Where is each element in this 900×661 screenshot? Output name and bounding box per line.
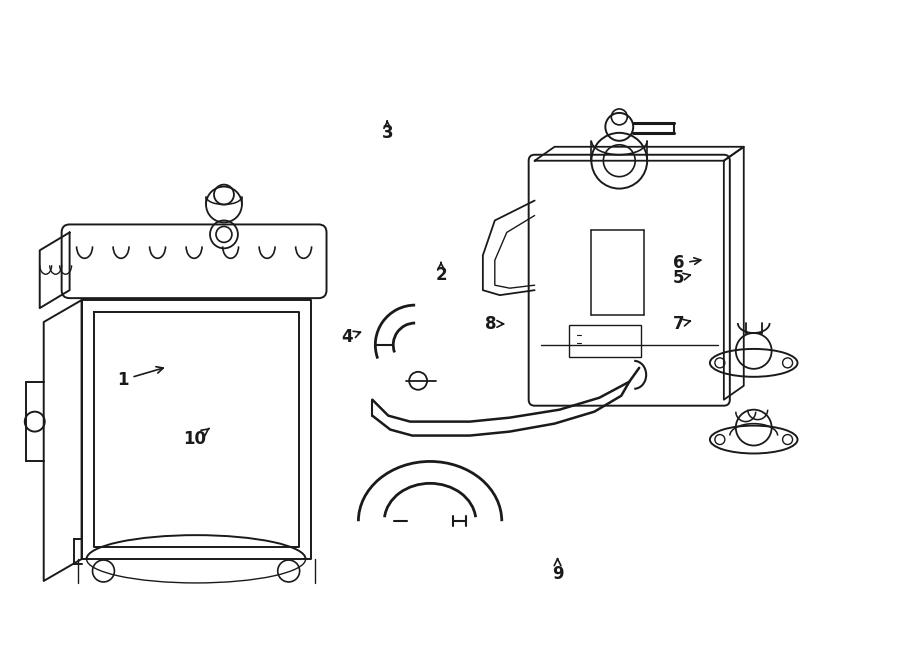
Text: 2: 2 bbox=[436, 262, 447, 284]
Text: 1: 1 bbox=[117, 367, 163, 389]
Text: 4: 4 bbox=[341, 328, 361, 346]
Text: 7: 7 bbox=[672, 315, 690, 333]
Text: 9: 9 bbox=[552, 559, 563, 583]
Text: 6: 6 bbox=[673, 254, 701, 272]
Text: 10: 10 bbox=[183, 428, 209, 448]
Text: 3: 3 bbox=[382, 121, 393, 142]
Text: 8: 8 bbox=[484, 315, 504, 333]
Text: 5: 5 bbox=[673, 269, 690, 287]
